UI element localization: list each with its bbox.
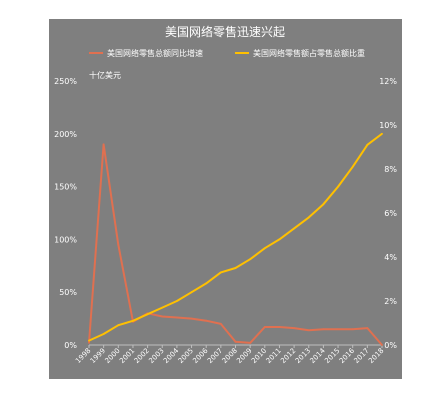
series-layer: [88, 132, 383, 346]
x-tick-label: 2004: [162, 346, 181, 365]
data-point-0: [293, 327, 295, 330]
left-tick-label: 100%: [54, 235, 77, 244]
x-tick-label: 2017: [353, 347, 371, 365]
data-point-0: [234, 340, 237, 343]
x-tick-label: 2008: [221, 347, 239, 365]
data-point-1: [176, 300, 178, 302]
data-point-1: [366, 143, 369, 146]
chart-svg: 美国网络零售迅速兴起 美国网络零售总额同比增速 美国网络零售额占零售总额比重 十…: [54, 24, 397, 365]
data-point-1: [219, 271, 222, 274]
data-point-1: [234, 267, 237, 269]
data-point-0: [161, 315, 164, 318]
x-tick-label: 2016: [338, 346, 357, 365]
left-tick-label: 250%: [54, 77, 77, 86]
chart-title: 美国网络零售迅速兴起: [165, 24, 285, 39]
data-point-1: [102, 333, 105, 335]
data-point-1: [381, 132, 383, 135]
data-point-1: [278, 238, 281, 241]
data-point-0: [219, 322, 222, 325]
x-tick-label: 2015: [323, 347, 341, 365]
right-tick-label: 8%: [384, 165, 397, 174]
x-tick-label: 2014: [309, 346, 328, 365]
right-tick-label: 10%: [379, 121, 397, 130]
data-point-0: [249, 341, 252, 344]
x-tick-label: 2000: [103, 347, 121, 365]
data-point-1: [351, 165, 354, 168]
data-point-1: [337, 185, 339, 188]
data-point-1: [293, 227, 295, 230]
right-tick-label: 0%: [384, 341, 397, 350]
data-point-1: [161, 306, 164, 309]
data-point-0: [176, 316, 178, 319]
x-axis-ticks: 1998199920002001200220032004200520062007…: [74, 345, 385, 365]
legend-label-share: 美国网络零售额占零售总额比重: [253, 48, 365, 58]
right-tick-label: 4%: [384, 253, 397, 262]
legend: 美国网络零售总额同比增速 美国网络零售额占零售总额比重: [89, 48, 365, 58]
data-point-0: [263, 326, 266, 328]
x-tick-label: 2005: [177, 347, 195, 365]
x-tick-label: 2001: [118, 347, 136, 365]
data-point-1: [132, 319, 134, 322]
left-tick-label: 0%: [64, 341, 77, 350]
data-point-1: [249, 258, 252, 261]
left-tick-label: 200%: [54, 130, 77, 139]
data-point-0: [205, 319, 208, 322]
x-tick-label: 2003: [147, 347, 165, 365]
data-point-1: [117, 324, 120, 327]
right-tick-label: 6%: [384, 209, 397, 218]
data-point-0: [337, 328, 339, 331]
x-tick-label: 2011: [265, 347, 283, 365]
x-tick-label: 2006: [191, 346, 210, 365]
x-tick-label: 2007: [206, 347, 224, 365]
data-point-1: [88, 339, 90, 342]
x-tick-label: 1999: [89, 347, 107, 365]
data-point-1: [263, 247, 266, 250]
data-point-0: [102, 143, 105, 146]
data-point-0: [351, 328, 354, 331]
data-point-1: [205, 282, 208, 285]
data-point-0: [381, 344, 383, 346]
data-point-1: [190, 291, 193, 294]
x-tick-label: 2002: [133, 347, 151, 365]
series-line-1: [88, 133, 383, 342]
data-point-0: [190, 317, 193, 320]
x-tick-label: 2009: [235, 347, 253, 365]
data-point-1: [146, 313, 149, 316]
series-line-0: [88, 143, 383, 346]
data-point-0: [117, 243, 120, 246]
left-tick-label: 50%: [59, 288, 77, 297]
x-tick-label: 2018: [367, 347, 385, 365]
x-tick-label: 2010: [250, 347, 268, 365]
data-point-1: [322, 203, 325, 206]
left-axis-unit-label: 十亿美元: [89, 70, 121, 80]
chart-panel: 美国网络零售迅速兴起 美国网络零售总额同比增速 美国网络零售额占零售总额比重 十…: [49, 19, 402, 379]
right-tick-label: 2%: [384, 297, 397, 306]
x-tick-label: 2012: [279, 347, 297, 365]
data-point-0: [366, 327, 369, 330]
x-tick-label: 2013: [294, 347, 312, 365]
right-tick-label: 12%: [379, 77, 397, 86]
left-axis-ticks: 0% 50% 100% 150% 200% 250%: [54, 77, 77, 350]
data-point-0: [88, 341, 90, 344]
data-point-0: [278, 326, 281, 328]
left-tick-label: 150%: [54, 183, 77, 192]
data-point-1: [307, 216, 310, 219]
data-point-0: [322, 328, 325, 331]
legend-label-growth: 美国网络零售总额同比增速: [107, 48, 203, 58]
data-point-0: [307, 329, 310, 332]
right-axis-ticks: 0% 2% 4% 6% 8% 10% 12%: [379, 77, 397, 350]
